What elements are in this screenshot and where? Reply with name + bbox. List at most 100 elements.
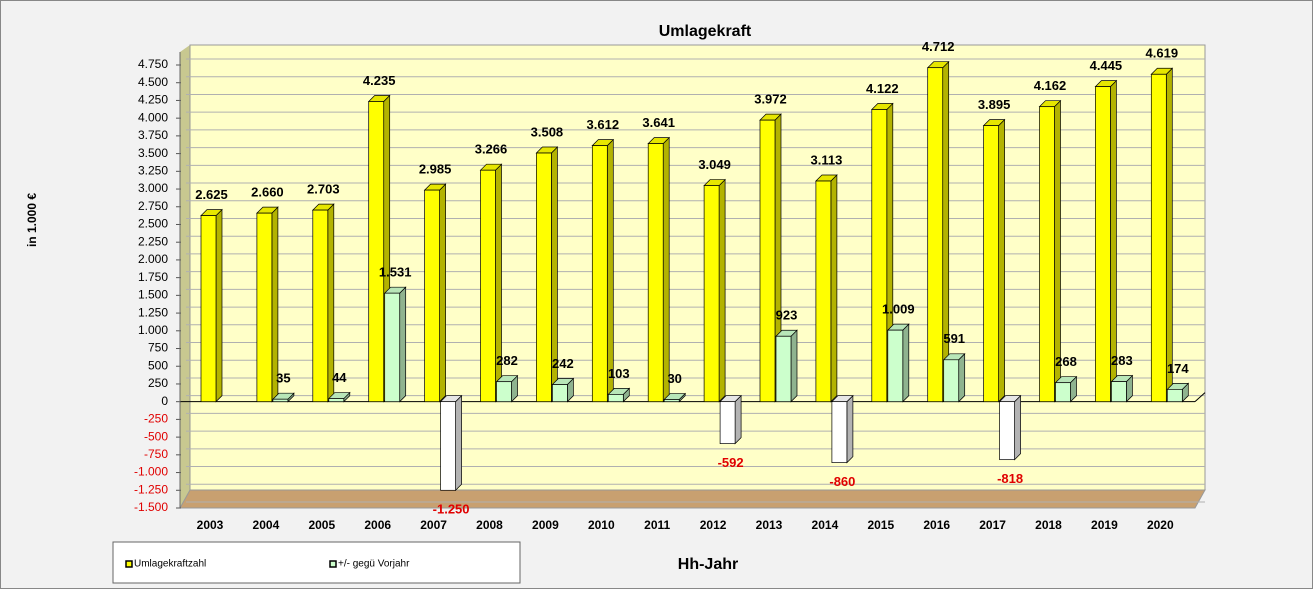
bar xyxy=(552,384,568,403)
data-label: 1.009 xyxy=(882,302,915,317)
bar xyxy=(1095,86,1111,403)
bar-side xyxy=(846,394,854,464)
y-tick-label: 1.000 xyxy=(138,323,168,337)
data-label: -1.250 xyxy=(433,502,470,517)
data-label: 4.162 xyxy=(1034,78,1067,93)
data-label: 923 xyxy=(776,308,798,323)
bar-side xyxy=(662,136,670,403)
y-tick-label: 1.250 xyxy=(138,305,168,319)
x-tick-label: 2015 xyxy=(867,518,894,532)
y-tick-label: 2.000 xyxy=(138,252,168,266)
bar-side xyxy=(399,286,407,403)
data-label: 4.122 xyxy=(866,81,899,96)
bar-side xyxy=(902,323,910,403)
data-label: 4.445 xyxy=(1090,58,1123,73)
legend-marker xyxy=(125,560,133,568)
y-tick-label: 750 xyxy=(148,341,168,355)
bar-side xyxy=(455,394,462,492)
data-label: 2.985 xyxy=(419,162,452,177)
bar xyxy=(999,401,1015,461)
data-label: 103 xyxy=(608,366,630,381)
data-label: -860 xyxy=(829,474,855,489)
y-tick-label: 3.250 xyxy=(138,163,168,177)
x-tick-label: 2009 xyxy=(532,518,559,532)
y-tick-label: 500 xyxy=(148,358,168,372)
bar xyxy=(312,209,329,403)
data-label: 3.972 xyxy=(754,92,787,107)
axis-line xyxy=(1194,392,1206,403)
data-label: 3.049 xyxy=(698,157,731,172)
bar xyxy=(536,152,552,403)
bar xyxy=(200,215,217,403)
y-tick-label: 4.750 xyxy=(138,57,168,71)
bar xyxy=(1150,73,1167,403)
bar xyxy=(927,67,944,403)
bar-side xyxy=(439,183,446,403)
y-tick-label: -750 xyxy=(144,447,168,461)
x-tick-label: 2013 xyxy=(756,518,783,532)
y-tick-label: -500 xyxy=(144,429,168,443)
y-tick-label: 3.500 xyxy=(138,146,168,160)
y-axis-label: in 1.000 € xyxy=(25,193,39,247)
y-tick-label: 4.250 xyxy=(138,93,168,107)
bar-side xyxy=(734,394,742,445)
data-label: 2.625 xyxy=(195,187,228,202)
bar-side xyxy=(998,118,1005,403)
bar xyxy=(703,185,720,403)
x-tick-label: 2007 xyxy=(420,518,447,532)
y-tick-label: 2.750 xyxy=(138,199,168,213)
bar xyxy=(871,109,888,403)
bar-side xyxy=(1165,67,1173,403)
x-tick-label: 2005 xyxy=(308,518,335,532)
x-tick-label: 2014 xyxy=(812,518,839,532)
y-tick-label: 1.750 xyxy=(138,270,168,284)
y-tick-label: 0 xyxy=(161,394,168,408)
x-tick-label: 2008 xyxy=(476,518,503,532)
legend-label: +/- gegü Vorjahr xyxy=(338,559,410,570)
bar xyxy=(775,335,792,403)
x-axis-label: Hh-Jahr xyxy=(678,556,738,573)
data-label: -818 xyxy=(997,471,1023,486)
data-label: 3.113 xyxy=(810,152,842,167)
side-wall xyxy=(180,45,190,508)
y-tick-label: 2.500 xyxy=(138,217,168,231)
bar-side xyxy=(790,329,798,403)
bar xyxy=(719,401,736,444)
x-tick-label: 2017 xyxy=(979,518,1006,532)
data-label: 30 xyxy=(667,371,681,386)
floor xyxy=(179,489,1206,509)
data-label: 3.641 xyxy=(642,115,675,130)
data-label: 283 xyxy=(1111,353,1133,368)
bar xyxy=(328,398,345,403)
y-tick-label: 2.250 xyxy=(138,234,168,248)
bar xyxy=(1039,106,1055,403)
bar xyxy=(440,401,456,491)
bar xyxy=(1166,388,1183,403)
data-label: 44 xyxy=(332,370,347,385)
bar xyxy=(256,212,273,403)
bar xyxy=(480,169,496,403)
bar-side xyxy=(606,138,614,403)
data-label: 4.235 xyxy=(363,73,396,88)
y-tick-label: 4.500 xyxy=(138,75,168,89)
data-label: 4.712 xyxy=(922,39,955,54)
bar xyxy=(368,101,385,403)
data-label: 242 xyxy=(552,356,574,371)
data-label: 282 xyxy=(496,353,518,368)
bar xyxy=(272,398,289,403)
data-label: 3.508 xyxy=(531,124,564,139)
bar xyxy=(831,401,848,463)
bar xyxy=(887,329,904,403)
x-tick-label: 2020 xyxy=(1147,518,1174,532)
bar-side xyxy=(942,60,950,403)
data-label: 3.612 xyxy=(587,117,620,132)
bar xyxy=(1111,381,1127,403)
bar xyxy=(424,189,440,403)
bar xyxy=(815,180,832,403)
bar xyxy=(943,359,960,403)
y-tick-label: 3.750 xyxy=(138,128,168,142)
bar xyxy=(1055,382,1071,403)
back-wall xyxy=(189,44,1206,491)
bar-side xyxy=(830,174,838,403)
bar-side xyxy=(1014,394,1021,461)
